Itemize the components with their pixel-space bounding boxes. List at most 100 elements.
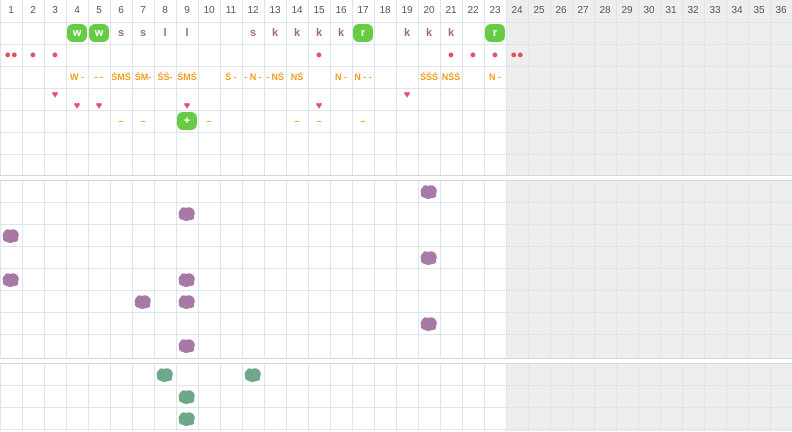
red-mark: ● — [315, 49, 323, 61]
orange-mark: ŚŚŚ — [419, 72, 438, 82]
purple-blob[interactable] — [420, 184, 438, 200]
grid-vline — [418, 0, 419, 431]
grid-vline — [550, 0, 551, 431]
grid-vline — [352, 0, 353, 431]
grid-vline — [440, 0, 441, 431]
letter-mark: k — [447, 27, 455, 39]
grid-vline — [220, 0, 221, 431]
pink-mark: ♥ — [403, 89, 411, 101]
grid-vline — [704, 0, 705, 431]
grid-hline — [0, 385, 792, 386]
green-tag[interactable]: w — [67, 24, 87, 42]
orange-mark: – — [316, 116, 322, 126]
grid-hline — [0, 334, 792, 335]
column-header: 17 — [357, 5, 369, 16]
column-header: 25 — [533, 5, 545, 16]
grid-vline — [0, 0, 1, 431]
purple-blob[interactable] — [420, 316, 438, 332]
purple-blob[interactable] — [2, 272, 20, 288]
grid-vline — [396, 0, 397, 431]
green-blob[interactable] — [178, 389, 196, 405]
column-header: 22 — [467, 5, 479, 16]
grid-vline — [264, 0, 265, 431]
column-header: 16 — [335, 5, 347, 16]
column-header: 30 — [643, 5, 655, 16]
column-header: 24 — [511, 5, 523, 16]
column-header: 10 — [203, 5, 215, 16]
green-blob[interactable] — [178, 411, 196, 427]
grid-vline — [726, 0, 727, 431]
purple-blob[interactable] — [420, 250, 438, 266]
grid-hline — [0, 312, 792, 313]
letter-mark: k — [337, 27, 345, 39]
grid-vline — [770, 0, 771, 431]
column-header: 32 — [687, 5, 699, 16]
purple-blob[interactable] — [2, 228, 20, 244]
grid-vline — [110, 0, 111, 431]
orange-mark: ŚMŚ — [111, 72, 131, 82]
green-tag[interactable]: r — [353, 24, 373, 42]
grid-vline — [748, 0, 749, 431]
green-tag[interactable]: r — [485, 24, 505, 42]
column-header: 2 — [30, 5, 36, 16]
green-blob[interactable] — [244, 367, 262, 383]
orange-mark: Ś - — [225, 72, 237, 82]
grid-hline — [0, 88, 792, 89]
column-header: 21 — [445, 5, 457, 16]
letter-mark: k — [315, 27, 323, 39]
orange-mark: N - - — [354, 72, 372, 82]
letter-mark: k — [293, 27, 301, 39]
column-header: 31 — [665, 5, 677, 16]
red-mark: ● — [469, 49, 477, 61]
column-header: 1 — [8, 5, 14, 16]
orange-mark: - NŚ — [266, 72, 284, 82]
column-header: 15 — [313, 5, 325, 16]
grid-hline — [0, 44, 792, 45]
green-blob[interactable] — [156, 367, 174, 383]
column-header: 29 — [621, 5, 633, 16]
purple-blob[interactable] — [178, 272, 196, 288]
orange-mark: – — [294, 116, 300, 126]
letter-mark: s — [117, 27, 125, 39]
column-header: 28 — [599, 5, 611, 16]
orange-mark: ŚŚ- — [157, 72, 173, 82]
grid-hline — [0, 110, 792, 111]
red-mark: ●● — [4, 49, 18, 61]
grid-vline — [286, 0, 287, 431]
green-tag[interactable]: w — [89, 24, 109, 42]
column-header: 7 — [140, 5, 146, 16]
grid-vline — [594, 0, 595, 431]
grid-vline — [484, 0, 485, 431]
green-tag[interactable]: + — [177, 112, 197, 130]
red-mark: ● — [447, 49, 455, 61]
orange-mark: – — [360, 116, 366, 126]
red-mark: ● — [51, 49, 59, 61]
purple-blob[interactable] — [178, 294, 196, 310]
grid-vline — [528, 0, 529, 431]
grid-vline — [572, 0, 573, 431]
letter-mark: k — [403, 27, 411, 39]
column-header: 36 — [775, 5, 787, 16]
grid-hline — [0, 407, 792, 408]
grid-vline — [44, 0, 45, 431]
purple-blob[interactable] — [178, 206, 196, 222]
orange-mark: - N - — [244, 72, 262, 82]
letter-mark: s — [139, 27, 147, 39]
column-header: 12 — [247, 5, 259, 16]
grid-vline — [154, 0, 155, 431]
purple-blob[interactable] — [178, 338, 196, 354]
orange-mark: N - — [489, 72, 501, 82]
column-header: 27 — [577, 5, 589, 16]
column-header: 14 — [291, 5, 303, 16]
letter-mark: l — [185, 27, 189, 39]
column-header: 33 — [709, 5, 721, 16]
column-header: 18 — [379, 5, 391, 16]
purple-blob[interactable] — [134, 294, 152, 310]
red-mark: ● — [29, 49, 37, 61]
column-header: 5 — [96, 5, 102, 16]
grid-hline — [0, 290, 792, 291]
pink-mark: ♥ — [51, 89, 59, 101]
grid-vline — [176, 0, 177, 431]
grid-vline — [242, 0, 243, 431]
grid-vline — [132, 0, 133, 431]
